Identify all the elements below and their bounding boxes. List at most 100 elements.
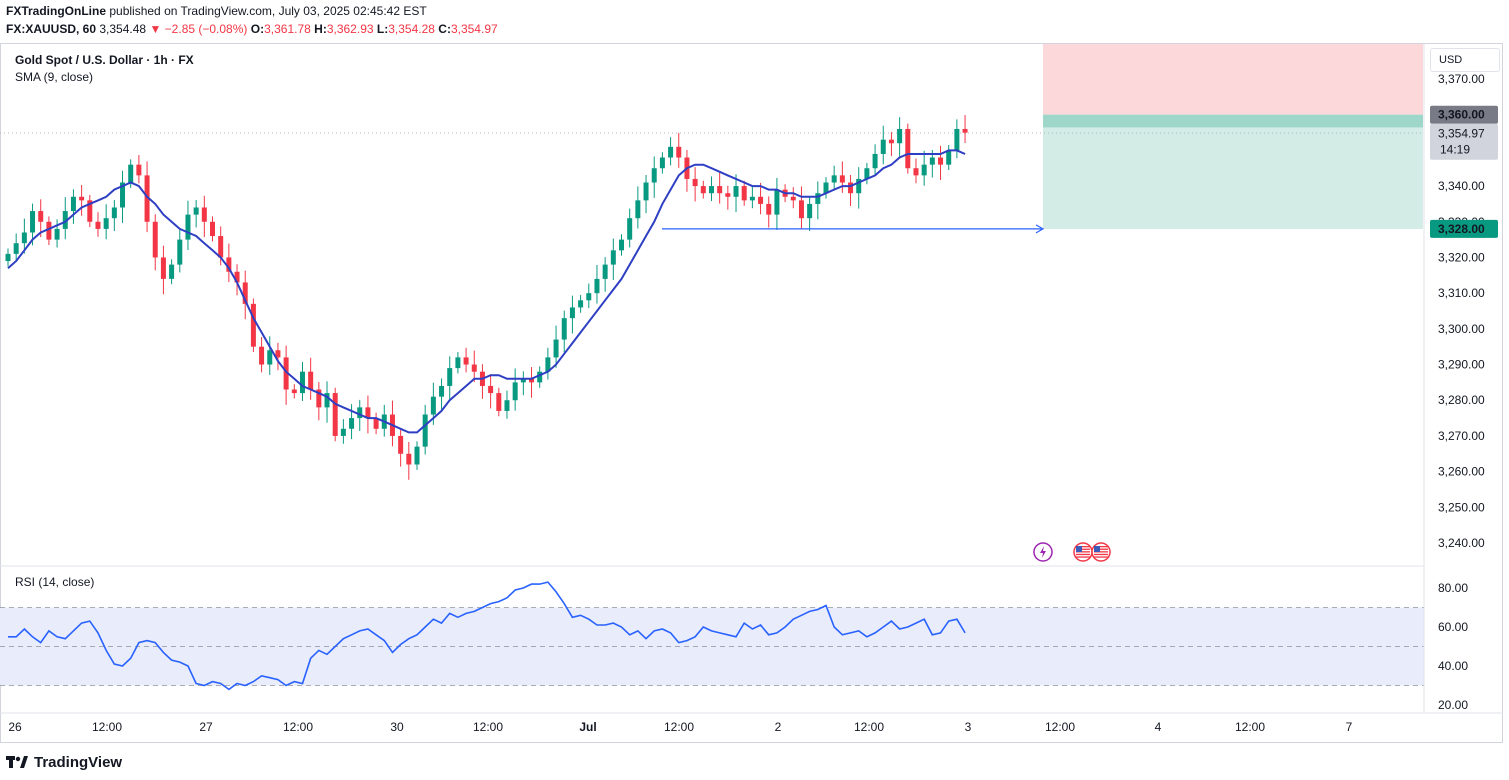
candle-body bbox=[676, 146, 682, 158]
candle bbox=[520, 371, 526, 396]
candle bbox=[439, 378, 445, 410]
candle bbox=[643, 175, 649, 214]
publisher-name[interactable]: FXTradingOnLine bbox=[6, 4, 107, 18]
candle bbox=[627, 208, 633, 248]
candle-body bbox=[594, 278, 600, 294]
candle-body bbox=[848, 182, 854, 194]
candle-body bbox=[62, 211, 68, 229]
candle bbox=[267, 336, 273, 375]
candle bbox=[70, 189, 76, 224]
candle-body bbox=[643, 182, 649, 201]
low-label: L: bbox=[376, 22, 389, 36]
candle-body bbox=[120, 182, 126, 208]
candle bbox=[954, 119, 960, 159]
candle-body bbox=[823, 182, 829, 194]
candle bbox=[373, 412, 379, 435]
candle-body bbox=[815, 193, 821, 204]
candle-body bbox=[349, 418, 355, 429]
candle bbox=[479, 364, 485, 399]
candle-body bbox=[87, 200, 93, 222]
flag-stripe bbox=[1094, 556, 1108, 558]
candle-body bbox=[553, 339, 559, 358]
candle-body bbox=[95, 221, 101, 229]
candle bbox=[545, 347, 551, 380]
time-tick-label: 4 bbox=[1155, 720, 1162, 734]
stop-price-label: 3,360.00 bbox=[1438, 108, 1485, 122]
candle-body bbox=[496, 393, 502, 411]
candle-body bbox=[357, 407, 363, 419]
candle-body bbox=[741, 186, 747, 201]
candle-body bbox=[905, 128, 911, 169]
candle-body bbox=[447, 368, 453, 386]
candle bbox=[299, 362, 305, 401]
candle-body bbox=[790, 196, 796, 201]
candle-body bbox=[831, 175, 837, 183]
candle-body bbox=[414, 446, 420, 465]
candle-body bbox=[340, 428, 346, 436]
candle bbox=[283, 345, 289, 405]
candle bbox=[62, 197, 68, 240]
ohlc-line: FX:XAUUSD, 60 3,354.48 ▼ −2.85 (−0.08%) … bbox=[6, 22, 498, 36]
candle-body bbox=[774, 189, 780, 215]
sma-legend[interactable]: SMA (9, close) bbox=[15, 70, 94, 84]
chart-frame bbox=[0, 43, 1503, 743]
price-tick-label: 3,270.00 bbox=[1438, 429, 1485, 443]
candle-body bbox=[38, 211, 44, 222]
candle-body bbox=[242, 282, 248, 304]
currency-button[interactable]: USD bbox=[1430, 48, 1500, 72]
candle-body bbox=[856, 178, 862, 194]
candle bbox=[398, 428, 404, 467]
candle bbox=[888, 132, 894, 157]
candle-body bbox=[586, 293, 592, 301]
candle bbox=[242, 270, 248, 320]
candle bbox=[340, 419, 346, 444]
symbol-label: FX:XAUUSD, 60 bbox=[6, 22, 97, 36]
flag-stripe bbox=[1094, 546, 1108, 548]
candle bbox=[569, 295, 575, 334]
candle-body bbox=[160, 257, 166, 279]
chart-legend-title[interactable]: Gold Spot / U.S. Dollar · 1h · FX bbox=[15, 53, 194, 67]
price-tick-label: 3,290.00 bbox=[1438, 358, 1485, 372]
candle-body bbox=[839, 175, 845, 183]
time-tick-label: 27 bbox=[199, 720, 213, 734]
price-tick-label: 3,240.00 bbox=[1438, 536, 1485, 550]
high-label: H: bbox=[314, 22, 327, 36]
candle-body bbox=[226, 257, 232, 272]
flag-canton bbox=[1094, 546, 1100, 552]
candle bbox=[733, 174, 739, 213]
candle-body bbox=[439, 385, 445, 397]
candle-body bbox=[30, 211, 36, 233]
candle-body bbox=[455, 357, 461, 369]
tradingview-logo-icon bbox=[6, 756, 28, 768]
candle-body bbox=[946, 150, 952, 165]
candle bbox=[610, 238, 616, 280]
flag-stripe bbox=[1076, 551, 1090, 553]
rsi-legend[interactable]: RSI (14, close) bbox=[15, 575, 95, 589]
footer-brand[interactable]: TradingView bbox=[6, 752, 122, 772]
candle bbox=[864, 162, 870, 185]
flag-stripe bbox=[1094, 548, 1108, 550]
candle-body bbox=[651, 168, 657, 183]
support-arrow-head bbox=[1035, 224, 1045, 234]
candle bbox=[275, 342, 281, 371]
candle-body bbox=[766, 203, 772, 215]
candle-body bbox=[938, 157, 944, 165]
candle-body bbox=[962, 128, 968, 133]
flag-stripe bbox=[1076, 556, 1090, 558]
candle-body bbox=[798, 200, 804, 219]
candle bbox=[897, 117, 903, 159]
time-tick-label: Jul bbox=[579, 720, 596, 734]
candle bbox=[250, 298, 256, 353]
candle bbox=[447, 356, 453, 402]
entry-band bbox=[1043, 114, 1423, 128]
candle bbox=[308, 357, 314, 400]
candle-body bbox=[619, 239, 624, 251]
candle bbox=[700, 180, 706, 199]
candle bbox=[938, 145, 944, 181]
candle-body bbox=[708, 186, 714, 194]
footer-brand-text: TradingView bbox=[34, 753, 123, 771]
candle-body bbox=[733, 186, 739, 197]
candle bbox=[316, 382, 322, 421]
time-tick-label: 12:00 bbox=[664, 720, 694, 734]
